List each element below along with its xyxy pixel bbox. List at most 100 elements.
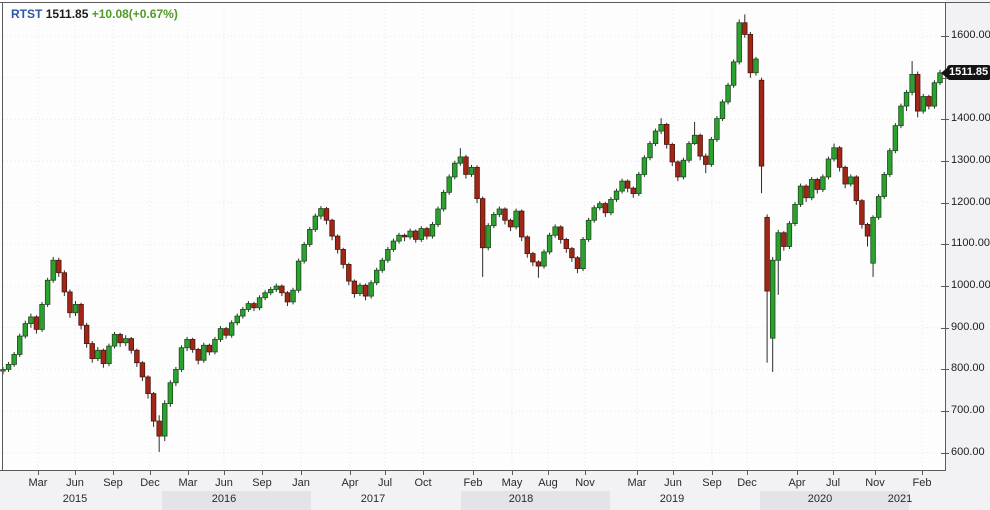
candle-up xyxy=(775,232,781,261)
month-tick-label: Sep xyxy=(103,477,123,489)
candle-up xyxy=(17,335,23,355)
x-axis-tick xyxy=(423,471,424,475)
ticker-change: +10.08(+0.67%) xyxy=(91,7,178,21)
candle-down xyxy=(630,187,636,194)
candle-up xyxy=(123,338,129,344)
y-axis-tick-label: 800.00 xyxy=(951,362,985,375)
candle-down xyxy=(814,179,820,190)
x-axis-tick xyxy=(922,471,923,475)
candle-up xyxy=(245,303,252,310)
month-tick-label: Jul xyxy=(825,477,841,489)
candle-up xyxy=(446,176,452,193)
x-axis-tick xyxy=(350,471,351,475)
year-label: 2020 xyxy=(807,493,833,505)
candlestick-plot[interactable] xyxy=(0,0,946,471)
month-tick-label: Mar xyxy=(28,477,48,489)
candle-down xyxy=(624,180,631,189)
y-axis-tick-label: 700.00 xyxy=(951,404,985,417)
month-tick-label: Nov xyxy=(865,477,885,489)
month-tick-label: Mar xyxy=(178,477,198,489)
x-axis-tick xyxy=(833,471,834,475)
candle-up xyxy=(608,199,614,214)
candle-down xyxy=(842,166,848,185)
candle-up xyxy=(881,174,887,197)
year-label: 2018 xyxy=(508,493,534,505)
candle-down xyxy=(474,166,480,199)
y-axis-tick-label: 1400.00 xyxy=(951,112,990,125)
y-axis-tick xyxy=(941,286,949,288)
month-tick-label: Apr xyxy=(788,477,806,489)
candle-down xyxy=(747,34,754,74)
x-axis-tick xyxy=(262,471,263,475)
candle-up xyxy=(658,124,664,132)
candle-up xyxy=(870,216,876,264)
price-tag-value: 1511.85 xyxy=(947,65,990,81)
candle-down xyxy=(463,156,469,175)
candle-up xyxy=(111,334,118,347)
left-border xyxy=(2,2,3,471)
year-label: 2019 xyxy=(659,493,685,505)
candle-down xyxy=(764,216,770,292)
candle-up xyxy=(468,166,475,175)
candle-up xyxy=(457,156,464,164)
candle-up xyxy=(11,354,17,365)
candle-up xyxy=(273,285,279,290)
candle-up xyxy=(903,91,910,107)
year-band xyxy=(909,491,946,510)
year-band xyxy=(162,491,311,510)
candle-up xyxy=(898,105,904,127)
candle-up xyxy=(5,364,12,370)
y-axis-tick xyxy=(941,369,949,371)
candle-up xyxy=(167,382,174,404)
candle-down xyxy=(89,343,95,359)
candle-down xyxy=(340,249,346,265)
candle-down xyxy=(329,219,335,237)
candle-down xyxy=(558,226,564,240)
ticker-last-price: 1511.85 xyxy=(45,7,89,21)
candle-up xyxy=(39,304,45,330)
month-tick-label: Jun xyxy=(66,477,84,489)
price-tag-arrow-icon xyxy=(941,67,947,78)
candle-down xyxy=(100,349,107,364)
candle-up xyxy=(256,297,263,309)
month-tick-label: Apr xyxy=(341,477,359,489)
candle-up xyxy=(201,344,207,361)
candle-up xyxy=(184,339,190,349)
candle-up xyxy=(268,289,274,294)
candle-up xyxy=(753,58,759,74)
y-axis-line xyxy=(945,2,946,471)
candle-up xyxy=(440,191,447,210)
candle-up xyxy=(212,339,218,353)
x-axis-tick xyxy=(797,471,798,475)
candle-up xyxy=(708,139,715,165)
month-tick-label: Nov xyxy=(575,477,595,489)
candle-up xyxy=(407,230,413,238)
candle-up xyxy=(792,204,798,224)
candle-down xyxy=(83,324,90,344)
candle-up xyxy=(719,101,726,119)
x-axis-tick xyxy=(75,471,76,475)
x-axis-tick xyxy=(385,471,386,475)
candle-up xyxy=(396,234,402,242)
x-axis-line xyxy=(0,470,946,471)
candle-up xyxy=(290,289,296,303)
y-axis-tick-label: 1100.00 xyxy=(951,237,990,250)
candle-down xyxy=(574,257,581,269)
candle-down xyxy=(569,248,575,259)
candle-up xyxy=(22,323,29,337)
y-axis-tick xyxy=(941,161,949,163)
candle-down xyxy=(56,259,62,274)
candle-down xyxy=(346,264,352,282)
month-tick-label: Dec xyxy=(140,477,160,489)
year-label: 2015 xyxy=(62,493,88,505)
candle-up xyxy=(301,244,307,262)
candle-up xyxy=(95,349,101,359)
x-axis-tick xyxy=(150,471,151,475)
y-axis-tick xyxy=(941,411,949,413)
candle-up xyxy=(820,176,826,190)
y-axis-tick xyxy=(941,119,949,121)
candle-down xyxy=(669,144,675,163)
month-tick-label: Sep xyxy=(702,477,722,489)
candle-down xyxy=(926,96,932,107)
